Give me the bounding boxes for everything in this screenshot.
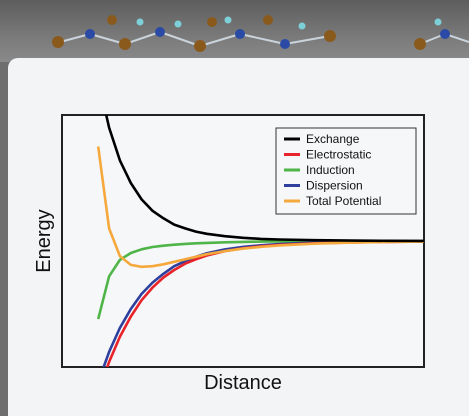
metal-atoms bbox=[52, 15, 426, 52]
x-axis-label: Distance bbox=[204, 372, 282, 394]
series-line-exchange bbox=[104, 115, 424, 243]
hydrogen-atoms bbox=[136, 16, 442, 30]
legend-label: Total Potential bbox=[306, 194, 381, 208]
legend-label: Electrostatic bbox=[306, 148, 371, 162]
molecule-chain-left bbox=[59, 31, 331, 47]
nitrogen-atoms bbox=[85, 27, 450, 49]
series-layer bbox=[96, 115, 424, 367]
legend-label: Exchange bbox=[306, 132, 360, 146]
molecule-illustration bbox=[52, 15, 469, 52]
molecule-banner bbox=[0, 0, 469, 62]
legend-label: Induction bbox=[306, 163, 355, 177]
legend-label: Dispersion bbox=[306, 179, 363, 193]
y-axis-label: Energy bbox=[33, 209, 55, 272]
series-line-total-potential bbox=[96, 146, 424, 269]
